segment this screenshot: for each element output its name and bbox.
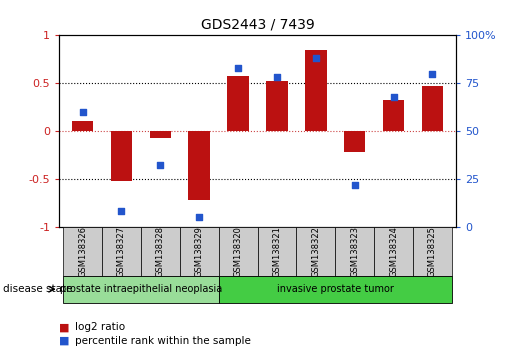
Point [117,209,126,214]
Text: GSM138321: GSM138321 [272,226,281,277]
Point [273,75,281,80]
Bar [266,81,288,131]
Text: GSM138322: GSM138322 [311,226,320,277]
FancyBboxPatch shape [63,227,102,276]
Point [78,109,87,115]
FancyBboxPatch shape [258,227,296,276]
Point [351,182,359,187]
Bar [150,131,171,138]
Text: GSM138327: GSM138327 [117,226,126,277]
FancyBboxPatch shape [180,227,219,276]
FancyBboxPatch shape [374,227,413,276]
Bar [383,101,404,131]
Bar [227,76,249,131]
FancyBboxPatch shape [141,227,180,276]
Text: GSM138328: GSM138328 [156,226,165,277]
Text: GSM138326: GSM138326 [78,226,87,277]
FancyBboxPatch shape [335,227,374,276]
Point [234,65,242,71]
Bar [72,121,93,131]
Bar [422,86,443,131]
Point [312,56,320,61]
Text: percentile rank within the sample: percentile rank within the sample [75,336,251,346]
Text: log2 ratio: log2 ratio [75,322,125,332]
Text: GSM138324: GSM138324 [389,226,398,277]
Text: prostate intraepithelial neoplasia: prostate intraepithelial neoplasia [60,284,222,295]
Text: disease state: disease state [3,284,72,294]
Point [428,71,437,76]
FancyBboxPatch shape [413,227,452,276]
Bar [344,131,365,152]
Bar [188,131,210,200]
Bar [111,131,132,181]
FancyBboxPatch shape [219,276,452,303]
FancyBboxPatch shape [296,227,335,276]
Text: GDS2443 / 7439: GDS2443 / 7439 [201,18,314,32]
Text: GSM138325: GSM138325 [428,226,437,277]
FancyBboxPatch shape [63,276,219,303]
Text: GSM138329: GSM138329 [195,226,204,277]
Point [389,94,398,99]
Point [156,162,164,168]
Point [195,214,203,220]
Text: GSM138323: GSM138323 [350,226,359,277]
FancyBboxPatch shape [102,227,141,276]
Text: ■: ■ [59,322,70,332]
FancyBboxPatch shape [219,227,258,276]
Text: GSM138320: GSM138320 [234,226,243,277]
Bar [305,50,327,131]
Text: invasive prostate tumor: invasive prostate tumor [277,284,393,295]
Text: ■: ■ [59,336,70,346]
